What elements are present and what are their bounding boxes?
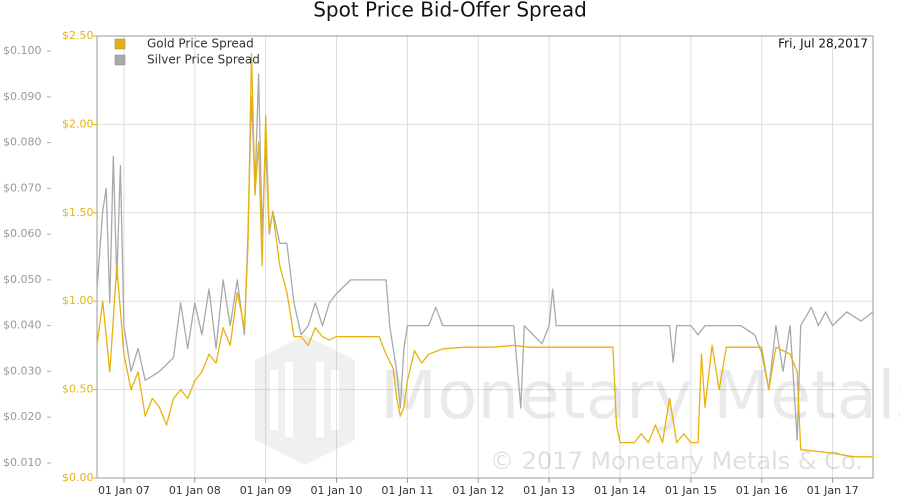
y2-tick-label: $0.030 bbox=[3, 364, 42, 377]
date-annotation: Fri, Jul 28,2017 bbox=[778, 37, 868, 51]
legend-swatch bbox=[114, 54, 126, 66]
x-tick-label: 01 Jan 16 bbox=[736, 484, 788, 497]
plot-frame bbox=[96, 35, 874, 479]
legend-label: Gold Price Spread bbox=[147, 37, 254, 51]
y-tick-label: $2.50 bbox=[62, 29, 94, 42]
y2-tick-label: $0.050 bbox=[3, 273, 42, 286]
y2-tick-label: $0.080 bbox=[3, 136, 42, 149]
y-tick-label: $1.00 bbox=[62, 294, 94, 307]
y-tick-label: $1.50 bbox=[62, 206, 94, 219]
y-tick-label: $2.00 bbox=[62, 117, 94, 130]
x-tick-label: 01 Jan 10 bbox=[311, 484, 363, 497]
y2-tick-label: $0.020 bbox=[3, 410, 42, 423]
x-tick-label: 01 Jan 15 bbox=[665, 484, 717, 497]
y2-tick-label: $0.010 bbox=[3, 456, 42, 469]
copyright: © 2017 Monetary Metals & Co. bbox=[490, 447, 863, 475]
x-tick-label: 01 Jan 17 bbox=[807, 484, 859, 497]
series-line bbox=[96, 53, 873, 458]
legend-label: Silver Price Spread bbox=[147, 53, 260, 67]
x-tick-label: 01 Jan 09 bbox=[240, 484, 292, 497]
y2-tick-label: $0.040 bbox=[3, 319, 42, 332]
x-tick-label: 01 Jan 08 bbox=[169, 484, 221, 497]
x-tick-label: 01 Jan 07 bbox=[98, 484, 150, 497]
x-tick-label: 01 Jan 11 bbox=[381, 484, 433, 497]
x-tick-label: 01 Jan 13 bbox=[523, 484, 575, 497]
legend-swatch bbox=[114, 38, 126, 50]
y2-tick-label: $0.060 bbox=[3, 227, 42, 240]
y2-tick-label: $0.090 bbox=[3, 90, 42, 103]
y-tick-label: $0.50 bbox=[62, 383, 94, 396]
y2-tick-label: $0.070 bbox=[3, 181, 42, 194]
x-tick-label: 01 Jan 12 bbox=[452, 484, 504, 497]
watermark: Monetary Metals bbox=[380, 357, 900, 434]
x-tick-label: 01 Jan 14 bbox=[594, 484, 646, 497]
chart-title: Spot Price Bid-Offer Spread bbox=[313, 0, 587, 22]
logo-watermark bbox=[255, 335, 355, 465]
y-tick-label: $0.00 bbox=[62, 471, 94, 484]
series-line bbox=[96, 73, 874, 441]
y2-tick-label: $0.100 bbox=[3, 44, 42, 57]
